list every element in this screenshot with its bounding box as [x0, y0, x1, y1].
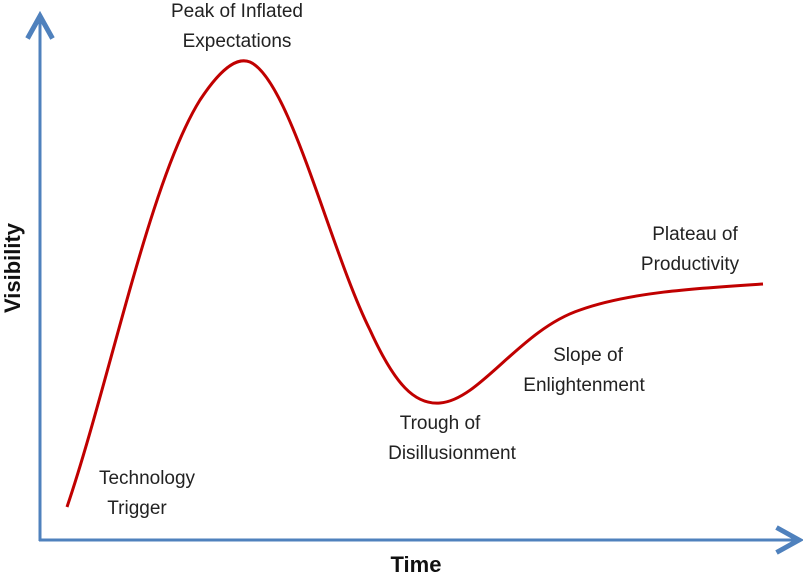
hype-curve — [65, 59, 764, 508]
phase-label: Productivity — [641, 254, 740, 275]
phase-label: Slope of — [553, 345, 623, 366]
phase-label: Plateau of — [652, 224, 738, 245]
phase-label: Expectations — [183, 31, 292, 52]
x-axis-title: Time — [391, 552, 442, 576]
phase-label: Technology — [99, 468, 196, 489]
phase-label: Trigger — [107, 498, 167, 519]
phase-label: Peak of Inflated — [171, 1, 303, 22]
phase-label: Enlightenment — [523, 375, 645, 396]
phase-label: Disillusionment — [388, 443, 516, 464]
phase-label: Trough of — [400, 413, 481, 434]
y-axis-title: Visibility — [0, 222, 25, 313]
